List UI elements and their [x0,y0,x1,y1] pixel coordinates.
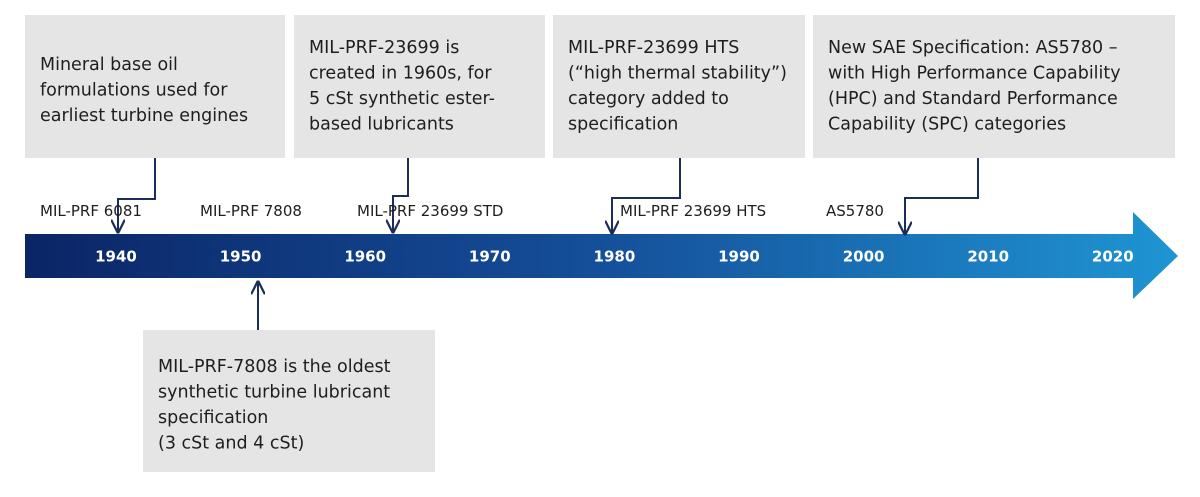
note-text: formulations used for [40,81,228,101]
connector [118,158,156,232]
note-box [553,15,805,158]
year-label: 1940 [95,248,137,266]
note-text: (HPC) and Standard Performance [828,89,1118,109]
note-box [25,15,285,158]
note-text: New SAE Specification: AS5780 – [828,38,1118,58]
note-text: Capability (SPC) categories [828,115,1066,135]
spec-label: MIL-PRF 6081 [40,202,142,220]
note-text: Mineral base oil [40,55,178,75]
year-label: 1950 [220,248,262,266]
note-text: specification [568,115,678,135]
year-label: 1980 [594,248,636,266]
note-text: MIL-PRF-23699 HTS [568,38,739,58]
connector [905,158,979,234]
note-text: based lubricants [309,115,454,135]
note-box [813,15,1175,158]
year-label: 1970 [469,248,511,266]
note-text: 5 cSt synthetic ester- [309,89,495,109]
note-text: synthetic turbine lubricant [158,383,390,403]
spec-label: MIL-PRF 7808 [200,202,302,220]
note-text: specification [158,408,268,428]
spec-label: AS5780 [826,202,884,220]
note-text: MIL-PRF-23699 is [309,38,459,58]
note-text: created in 1960s, for [309,64,492,84]
note-text: (3 cSt and 4 cSt) [158,434,304,454]
note-text: with High Performance Capability [828,64,1121,84]
note-text: (“high thermal stability”) [568,64,787,84]
year-label: 2000 [843,248,885,266]
connector [393,158,409,232]
note-box [294,15,545,158]
spec-label: MIL-PRF 23699 HTS [620,202,766,220]
timeline-arrow [25,212,1178,299]
note-box [143,330,435,472]
spec-label: MIL-PRF 23699 STD [357,202,503,220]
year-label: 2010 [967,248,1009,266]
year-label: 1990 [718,248,760,266]
note-text: MIL-PRF-7808 is the oldest [158,357,391,377]
connector [612,158,681,233]
note-text: category added to [568,89,729,109]
year-label: 1960 [344,248,386,266]
year-label: 2020 [1092,248,1134,266]
note-text: earliest turbine engines [40,106,248,126]
